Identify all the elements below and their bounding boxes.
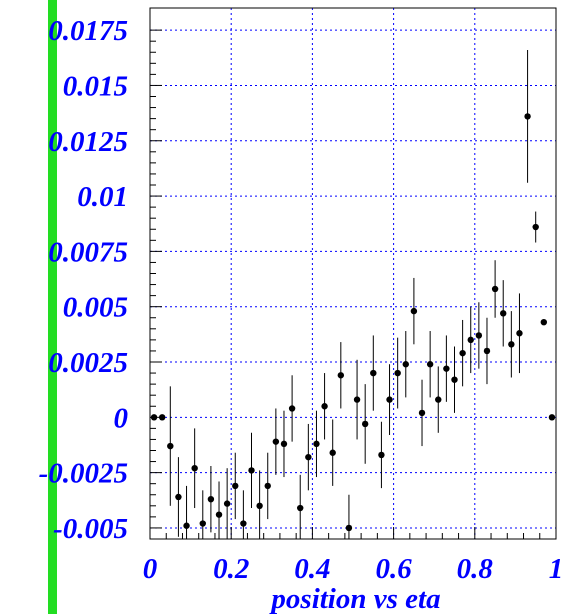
data-point <box>516 330 523 337</box>
data-point <box>361 420 369 428</box>
data-point <box>175 493 182 501</box>
data-points <box>150 50 556 539</box>
data-point <box>288 405 296 412</box>
data-point <box>256 502 263 510</box>
data-point <box>443 365 450 372</box>
x-tick-labels: 0 0.2 0.4 0.6 0.8 1 <box>143 553 564 585</box>
y-tick-label: 0.0025 <box>48 347 128 379</box>
data-point <box>483 347 491 355</box>
data-point <box>313 440 320 448</box>
data-point <box>223 500 231 507</box>
data-point <box>459 349 466 357</box>
data-point <box>337 372 345 379</box>
green-side-bar <box>48 0 57 614</box>
y-tick-label: 0.01 <box>77 181 128 213</box>
data-point <box>167 442 174 450</box>
x-tick-label: 0 <box>143 553 158 585</box>
data-point <box>150 414 158 421</box>
data-point <box>410 307 418 315</box>
data-point <box>321 403 328 410</box>
data-point <box>475 332 483 339</box>
y-tick-label: 0.0075 <box>48 236 128 268</box>
data-point <box>394 369 401 377</box>
y-tick-label: -0.0025 <box>39 458 128 490</box>
data-point <box>207 495 215 503</box>
data-point <box>540 318 548 326</box>
x-axis-title: position vs eta <box>268 583 440 614</box>
x-tick-label: 1 <box>549 553 564 585</box>
data-point <box>272 438 280 445</box>
data-point <box>548 414 556 421</box>
data-point <box>386 396 393 403</box>
x-tick-label: 0.8 <box>457 553 494 585</box>
data-point <box>305 453 312 461</box>
data-point <box>402 361 409 368</box>
x-tick-label: 0.6 <box>375 553 412 585</box>
data-point <box>524 113 531 120</box>
data-point <box>491 285 499 293</box>
data-point <box>418 409 426 417</box>
data-point <box>532 223 539 231</box>
data-point <box>232 482 239 490</box>
x-tick-label: 0.4 <box>294 553 330 585</box>
data-point <box>264 482 271 490</box>
y-tick-label: 0.0175 <box>48 15 128 47</box>
data-point <box>508 341 515 348</box>
data-point <box>500 310 507 317</box>
y-tick-label: 0.005 <box>63 292 128 324</box>
data-point <box>297 504 304 512</box>
y-tick-labels: -0.005 -0.0025 0 0.0025 0.005 0.0075 0.01 0.012… <box>39 15 128 545</box>
y-tick-label: 0.015 <box>63 70 128 102</box>
data-point <box>370 369 377 377</box>
data-point <box>215 511 223 518</box>
data-point <box>426 361 434 368</box>
x-tick-label: 0.2 <box>213 553 249 585</box>
data-point <box>183 522 190 529</box>
data-point <box>353 396 361 403</box>
data-point <box>248 467 255 474</box>
data-point <box>467 336 474 344</box>
y-tick-label: -0.005 <box>53 513 128 545</box>
data-point <box>378 451 385 459</box>
data-point <box>158 414 166 421</box>
y-tick-label: 0 <box>114 402 129 434</box>
y-tick-label: 0.0125 <box>48 126 128 158</box>
data-point <box>199 520 206 527</box>
data-point <box>435 396 442 403</box>
data-point <box>329 449 336 456</box>
data-point <box>191 465 198 472</box>
data-point <box>451 376 458 383</box>
data-point <box>345 524 353 532</box>
data-point <box>280 440 288 448</box>
data-point <box>240 520 247 527</box>
